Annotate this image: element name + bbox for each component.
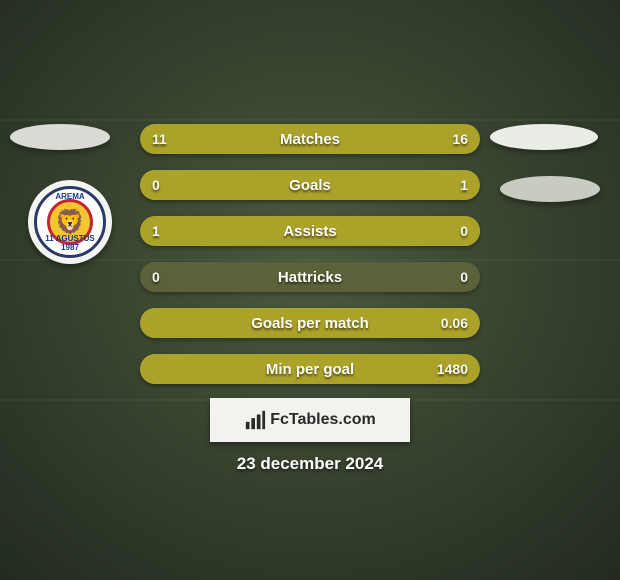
stat-row: Matches11 16 [140,124,480,154]
badge-top-text: AREMA [37,192,103,201]
branding-badge[interactable]: FcTables.com [210,398,410,442]
stat-value-right: 0 [460,262,468,292]
stat-value-right: 0.06 [441,308,468,338]
side-ellipse-left [10,124,110,150]
stat-value-right: 0 [460,216,468,246]
stat-value-left: 0 [152,170,160,200]
stat-label: Goals [140,170,480,200]
stat-value-right: 1480 [437,354,468,384]
side-ellipse-right-2 [500,176,600,202]
stat-row: Goals per match0.06 [140,308,480,338]
stat-row: Min per goal1480 [140,354,480,384]
stat-bars: Matches1116Goals01Assists10Hattricks00Go… [140,124,480,400]
stat-value-right: 16 [452,124,468,154]
stat-label: Goals per match [140,308,480,338]
side-ellipse-right-1 [490,124,598,150]
branding-text: FcTables.com [270,411,376,429]
stat-label: Matches [140,124,480,154]
stat-value-left: 1 [152,216,160,246]
stat-value-left: 11 [152,124,167,154]
stat-row: Goals0 1 [140,170,480,200]
stat-row: Assists1 0 [140,216,480,246]
stat-value-right: 1 [460,170,468,200]
stat-label: Assists [140,216,480,246]
club-badge: AREMA 🦁 11 AGUSTUS 1987 [28,180,112,264]
badge-bottom-text: 11 AGUSTUS 1987 [37,234,103,252]
stat-row: Hattricks0 0 [140,262,480,292]
stat-value-left: 0 [152,262,160,292]
date-text: 23 december 2024 [0,454,620,474]
stat-label: Hattricks [140,262,480,292]
stat-label: Min per goal [140,354,480,384]
bars-logo-icon [244,409,266,431]
